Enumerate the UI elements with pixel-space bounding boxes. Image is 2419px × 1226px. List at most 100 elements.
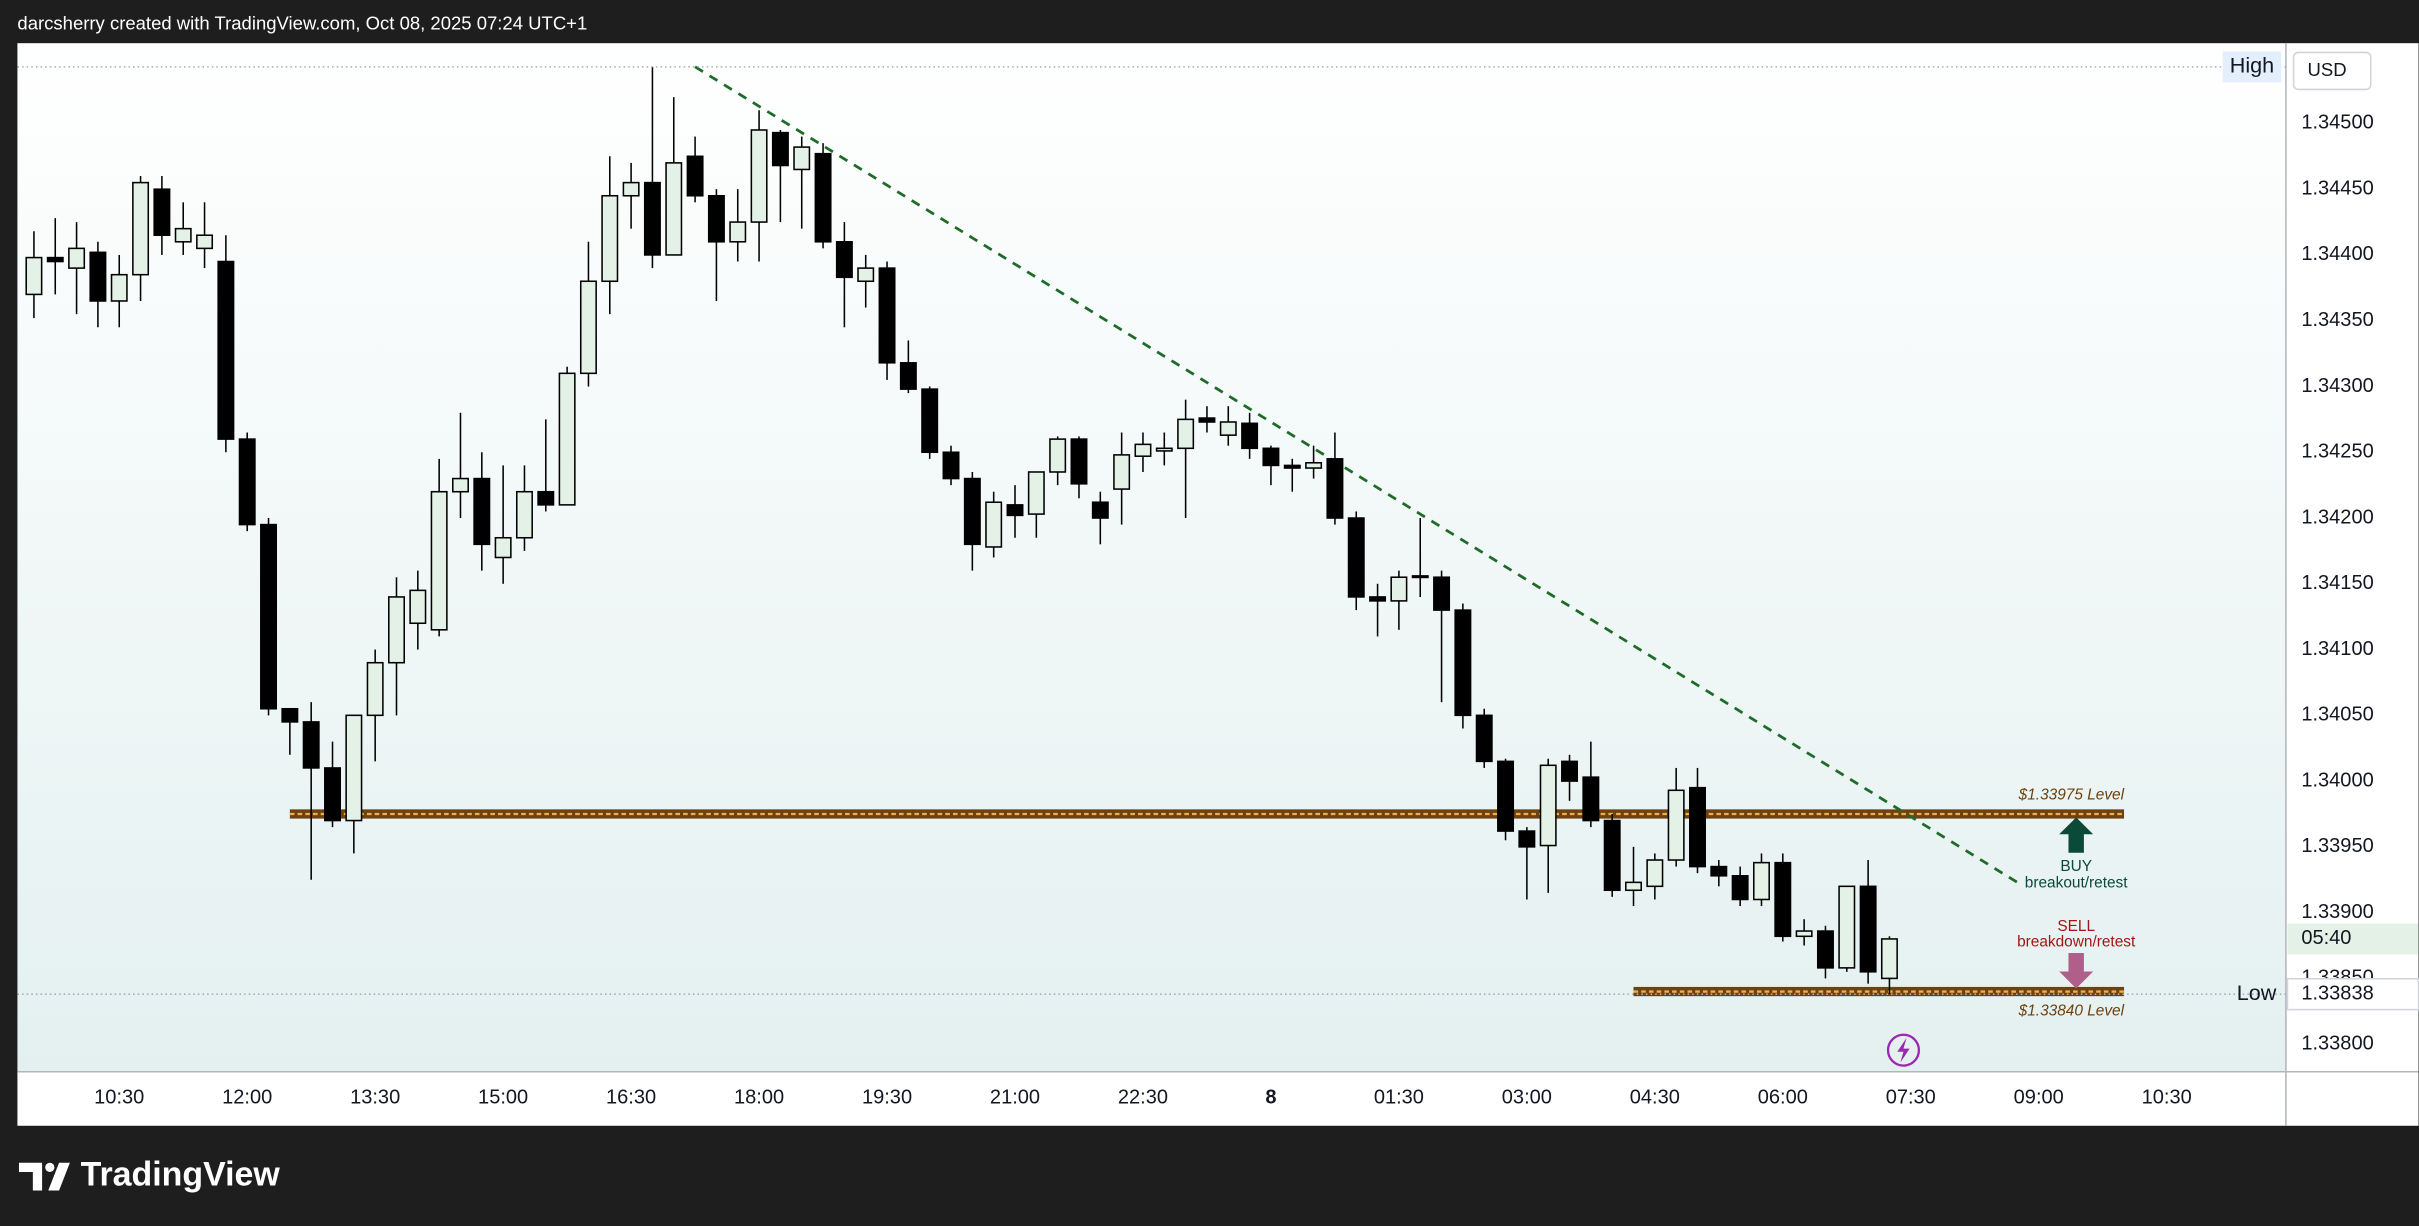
candle-body (1582, 776, 1600, 822)
candle-body (1177, 418, 1195, 450)
currency[interactable]: USD (2308, 59, 2347, 80)
candle-body (1561, 760, 1579, 782)
candle-body (1475, 714, 1493, 763)
y-tick-label: 1.33900 (2301, 901, 2373, 923)
candle-body (814, 152, 832, 243)
candle-body (153, 188, 171, 236)
time-axis (17, 1071, 2286, 1126)
candle-body (921, 388, 939, 454)
candle-body (515, 490, 533, 539)
y-tick-label: 1.34000 (2301, 769, 2373, 791)
y-tick-label: 1.34300 (2301, 375, 2373, 397)
candle-body (1049, 438, 1067, 473)
y-tick-label: 1.33800 (2301, 1032, 2373, 1054)
level-zone (1633, 986, 2125, 997)
currency-box[interactable] (2292, 51, 2372, 91)
candle-body (473, 477, 491, 546)
candle-body (1070, 438, 1088, 485)
candle-body (750, 129, 768, 223)
x-tick-label: 13:30 (350, 1086, 400, 1108)
alert-bolt (1897, 1037, 1910, 1063)
y-tick-label: 1.33950 (2301, 835, 2373, 857)
candle-body (1774, 861, 1792, 938)
candle-body (1198, 417, 1216, 423)
candle-body (46, 256, 64, 263)
candle-body (1305, 462, 1323, 469)
candle-body (1752, 861, 1770, 901)
candle-body (1347, 517, 1365, 598)
high-marker: High (2230, 53, 2274, 78)
level-label: $1.33975 Level (2018, 787, 2125, 804)
candle-body (494, 536, 512, 559)
candle-body (238, 438, 256, 526)
candle-body (665, 162, 683, 256)
candle-body (835, 241, 853, 279)
countdown-bg (2287, 923, 2419, 955)
brand-name: TradingView (81, 1156, 281, 1194)
x-tick-label: 03:00 (1502, 1086, 1552, 1108)
candle-body (68, 247, 86, 269)
candle-body (345, 714, 363, 822)
candle-body (1433, 576, 1451, 611)
candle-body (1646, 859, 1664, 888)
y-tick-label: 1.34150 (2301, 572, 2373, 594)
candle-body (1454, 609, 1472, 717)
candle-body (1006, 504, 1024, 517)
candle-body (537, 490, 555, 506)
low-marker: Low (2237, 980, 2277, 1005)
y-tick-label: 1.34100 (2301, 638, 2373, 660)
low-price: 1.33838 (2301, 982, 2373, 1004)
plot-layer (25, 65, 2125, 997)
low-price-bg (2286, 977, 2419, 1011)
x-tick-label: 8 (1265, 1086, 1276, 1108)
candle-body (260, 523, 278, 710)
high-marker-bg (2222, 51, 2282, 83)
logo-mark (18, 1162, 43, 1191)
candle-body (1539, 764, 1557, 847)
candle-body (174, 227, 192, 243)
candle-body (1859, 885, 1877, 973)
sell-arrow (2059, 953, 2094, 989)
candle-body (942, 451, 960, 480)
x-tick-label: 04:30 (1630, 1086, 1680, 1108)
x-tick-label: 19:30 (862, 1086, 912, 1108)
brand-logo (18, 1162, 70, 1191)
logo-mark (45, 1162, 55, 1173)
candle-body (1731, 875, 1749, 901)
y-tick-label: 1.34200 (2301, 506, 2373, 528)
candle-body (793, 146, 811, 171)
candle-body (729, 221, 747, 243)
candle-body (1027, 471, 1045, 515)
candle-body (1283, 464, 1301, 469)
candle-body (857, 267, 875, 283)
candle-body (1625, 881, 1642, 892)
candle-body (622, 181, 640, 197)
candle-body (388, 596, 405, 664)
plot-area (17, 43, 2286, 1072)
buy-arrow (2059, 817, 2094, 853)
candle-body (1838, 885, 1856, 969)
candle-body (89, 251, 107, 302)
x-tick-label: 12:00 (222, 1086, 272, 1108)
x-tick-label: 18:00 (734, 1086, 784, 1108)
candle-body (1091, 501, 1109, 519)
candle-body (1326, 458, 1344, 519)
candle-body (1497, 760, 1515, 832)
candle-body (217, 260, 235, 440)
candle-body (196, 234, 214, 250)
candle-body (1518, 830, 1536, 848)
candle-body (601, 194, 619, 283)
candle-body (1411, 575, 1429, 579)
y-tick-label: 1.34400 (2301, 243, 2373, 265)
candle-body (1816, 930, 1834, 969)
y-tick-label: 1.34350 (2301, 309, 2373, 331)
alert-icon[interactable] (1886, 1033, 1921, 1067)
candle-body (324, 767, 341, 822)
candle-body (1241, 422, 1259, 450)
candle-body (1369, 596, 1387, 602)
y-tick-label: 1.34050 (2301, 704, 2373, 726)
candle-body (25, 256, 43, 296)
level-label: $1.33840 Level (2018, 1003, 2125, 1020)
x-tick-label: 07:30 (1886, 1086, 1936, 1108)
